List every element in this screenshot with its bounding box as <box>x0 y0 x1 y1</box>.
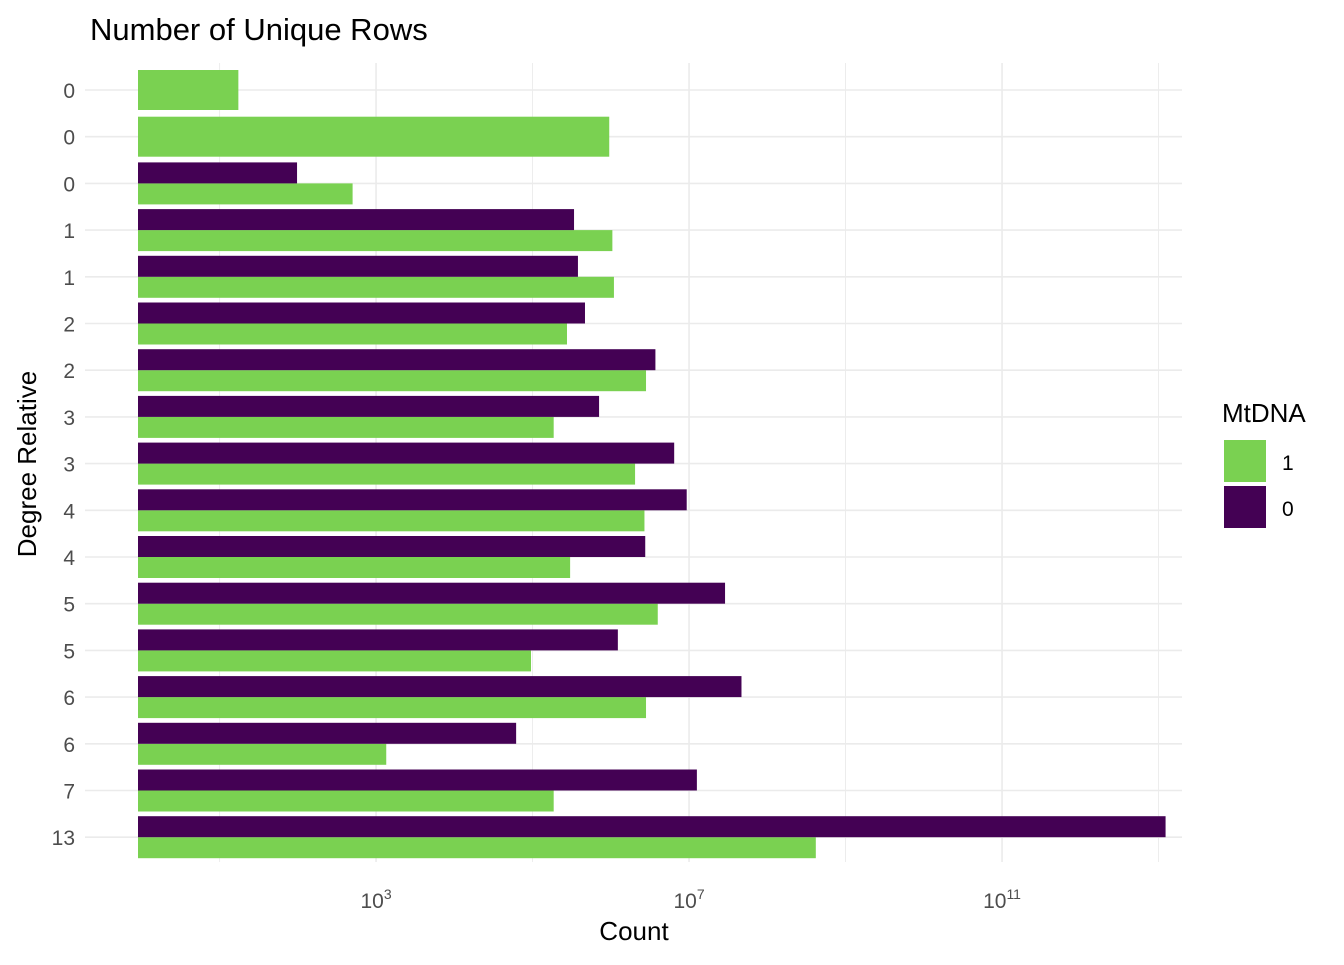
bar-mtdna-0 <box>138 162 298 184</box>
y-tick-label: 2 <box>63 360 75 383</box>
bar-mtdna-1 <box>138 463 636 485</box>
bar-mtdna-0 <box>138 676 742 698</box>
bar-mtdna-1 <box>138 230 613 252</box>
bar-mtdna-1 <box>138 116 610 157</box>
bar-mtdna-1 <box>138 650 531 672</box>
y-tick-label: 1 <box>63 220 75 243</box>
bars-layer <box>138 70 1166 859</box>
y-tick-label: 6 <box>63 734 75 757</box>
y-tick-label: 3 <box>63 407 75 430</box>
legend-title: MtDNA <box>1222 398 1306 428</box>
legend-label-1: 1 <box>1282 452 1294 475</box>
x-tick-label: 1011 <box>983 886 1021 913</box>
bar-mtdna-1 <box>138 603 658 625</box>
y-tick-label: 5 <box>63 594 75 617</box>
legend-key-0 <box>1224 486 1266 528</box>
x-axis-label: Count <box>599 916 669 946</box>
bar-mtdna-1 <box>138 557 571 578</box>
bar-mtdna-0 <box>138 442 675 464</box>
bar-mtdna-1 <box>138 510 645 532</box>
y-tick-label: 4 <box>63 500 75 523</box>
bar-mtdna-1 <box>138 323 567 345</box>
x-tick-label: 103 <box>360 886 391 913</box>
bar-mtdna-0 <box>138 722 517 744</box>
bar-mtdna-0 <box>138 629 618 651</box>
bar-mtdna-0 <box>138 302 585 324</box>
legend-label-0: 0 <box>1282 498 1294 521</box>
bar-mtdna-0 <box>138 395 600 417</box>
bar-mtdna-1 <box>138 276 614 298</box>
bar-mtdna-1 <box>138 370 647 392</box>
y-axis-label: Degree Relative <box>12 371 42 557</box>
y-tick-label: 0 <box>63 127 75 150</box>
y-tick-label: 4 <box>63 547 75 570</box>
y-tick-label: 3 <box>63 454 75 477</box>
bar-mtdna-0 <box>138 209 575 231</box>
chart-title: Number of Unique Rows <box>90 12 428 47</box>
x-tick-label: 107 <box>673 886 704 913</box>
bar-mtdna-1 <box>138 183 353 205</box>
y-tick-label: 13 <box>52 827 75 850</box>
y-tick-label: 1 <box>63 267 75 290</box>
y-tick-labels: 0 0 0 1 1 2 2 3 3 4 4 5 5 6 6 7 13 <box>52 80 76 850</box>
bar-mtdna-0 <box>138 582 726 604</box>
y-tick-label: 7 <box>63 781 75 804</box>
bar-mtdna-0 <box>138 489 687 511</box>
bar-mtdna-0 <box>138 349 656 371</box>
bar-mtdna-1 <box>138 837 816 859</box>
bar-mtdna-1 <box>138 697 647 719</box>
y-tick-label: 2 <box>63 314 75 337</box>
bar-mtdna-1 <box>138 743 387 765</box>
x-tick-labels: 103 107 1011 <box>360 886 1021 913</box>
y-tick-label: 0 <box>63 173 75 196</box>
bar-mtdna-0 <box>138 255 578 277</box>
y-tick-label: 5 <box>63 640 75 663</box>
y-tick-label: 0 <box>63 80 75 103</box>
y-tick-label: 6 <box>63 687 75 710</box>
bar-mtdna-1 <box>138 70 239 110</box>
bar-mtdna-0 <box>138 536 646 557</box>
bar-mtdna-0 <box>138 816 1166 838</box>
legend-key-1 <box>1224 440 1266 482</box>
bar-mtdna-0 <box>138 769 697 791</box>
legend: MtDNA 1 0 <box>1222 398 1306 528</box>
bar-mtdna-1 <box>138 790 554 812</box>
bar-mtdna-1 <box>138 416 554 438</box>
